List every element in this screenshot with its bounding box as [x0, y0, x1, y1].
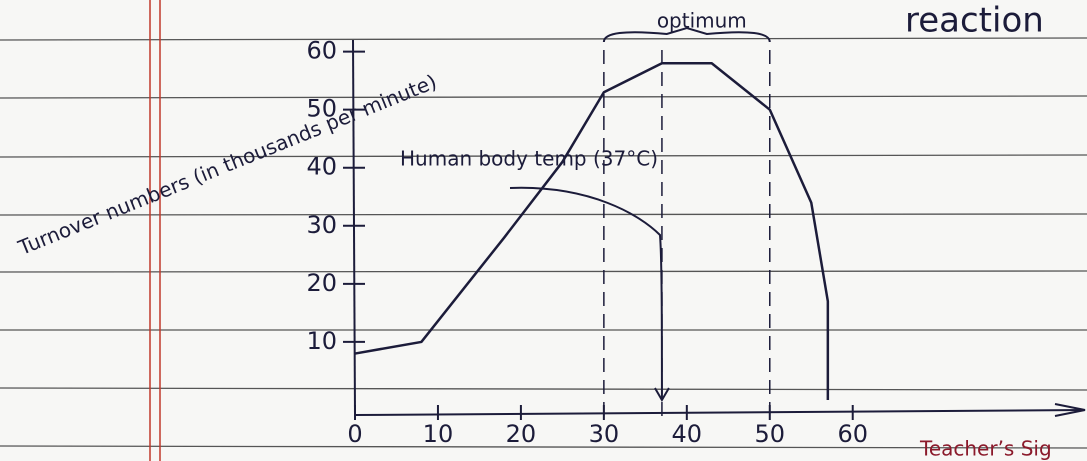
margin-lines	[150, 0, 160, 461]
x-tick-label: 60	[837, 420, 868, 448]
x-tick-label: 30	[589, 420, 620, 448]
chart: reaction Teacher’s Sig 0 10 20 30 40 50 60 10 20…	[0, 0, 1087, 461]
y-axis	[353, 40, 355, 415]
top-text: reaction	[905, 1, 1044, 41]
y-tick-label: 60	[306, 37, 337, 65]
x-tick-label: 50	[754, 420, 785, 448]
x-tick-label: 20	[506, 420, 537, 448]
y-tick-label: 20	[306, 269, 337, 297]
body-temp-arrow	[510, 188, 662, 400]
body-temp-label: Human body temp (37°C)	[400, 147, 658, 171]
footer-text: Teacher’s Sig	[919, 437, 1052, 461]
x-axis	[355, 410, 1085, 415]
curve	[355, 63, 828, 400]
x-tick-label: 0	[347, 420, 362, 448]
y-tick-label: 30	[306, 211, 337, 239]
x-tick-label: 40	[672, 420, 703, 448]
y-tick-label: 40	[306, 153, 337, 181]
y-tick-label: 10	[306, 327, 337, 355]
x-tick-label: 10	[423, 420, 454, 448]
optimum-label: optimum	[657, 9, 747, 33]
notebook-lines	[0, 38, 1087, 448]
